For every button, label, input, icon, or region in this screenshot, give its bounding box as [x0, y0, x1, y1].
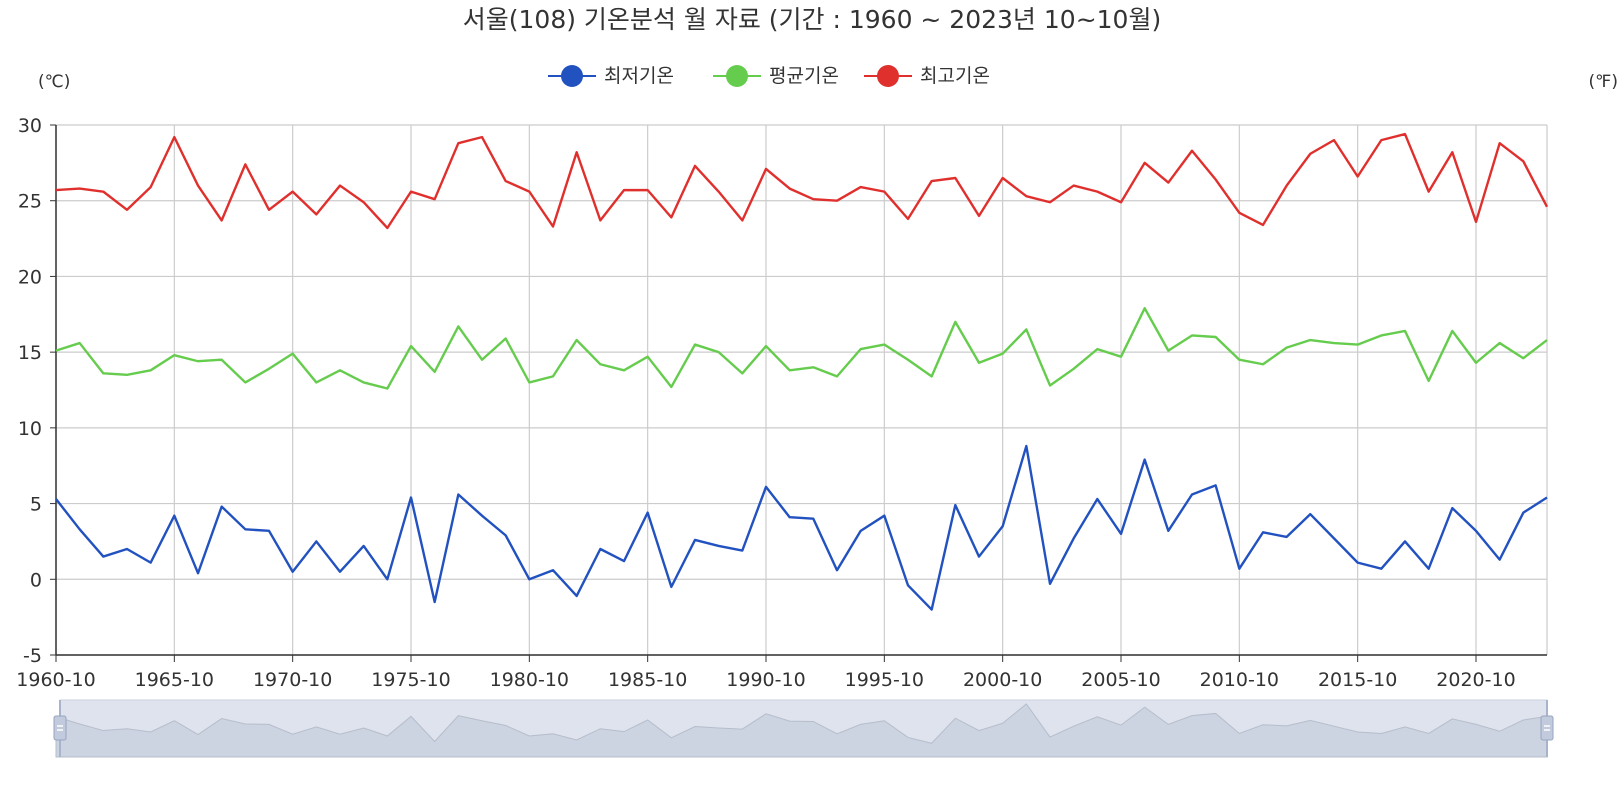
legend-label: 평균기온	[769, 65, 839, 87]
legend-item[interactable]: 최고기온	[864, 65, 990, 87]
x-tick-label: 1980-10	[490, 669, 569, 691]
chart-title: 서울(108) 기온분석 월 자료 (기간 : 1960 ~ 2023년 10~…	[463, 5, 1161, 34]
series-line	[55, 307, 1548, 390]
y-tick-label: 30	[18, 115, 42, 137]
y-tick-label: 0	[30, 569, 42, 591]
x-tick-label: 2005-10	[1081, 669, 1160, 691]
zoom-handle-right[interactable]	[1540, 715, 1554, 741]
x-tick-label: 1960-10	[16, 669, 95, 691]
x-tick-label: 1975-10	[371, 669, 450, 691]
y-tick-label: 10	[18, 418, 42, 440]
zoom-slider-preview	[55, 703, 1548, 758]
y-tick-label: 15	[18, 342, 42, 364]
legend-marker	[726, 65, 748, 87]
legend-label: 최저기온	[604, 65, 674, 87]
legend-marker	[877, 65, 899, 87]
legend-label: 최고기온	[920, 65, 990, 87]
x-tick-label: 1990-10	[726, 669, 805, 691]
x-tick-label: 1995-10	[845, 669, 924, 691]
y-tick-label: 20	[18, 266, 42, 288]
x-tick-label: 2010-10	[1200, 669, 1279, 691]
x-tick-label: 1965-10	[135, 669, 214, 691]
legend-item[interactable]: 평균기온	[713, 65, 839, 87]
x-tick-label: 1985-10	[608, 669, 687, 691]
y-tick-label: 25	[18, 191, 42, 213]
series-line	[55, 132, 1549, 230]
x-tick-label: 2020-10	[1436, 669, 1515, 691]
y-tick-label: -5	[23, 645, 42, 667]
series-line	[55, 444, 1548, 611]
y-axis-unit-left: (℃)	[38, 72, 70, 92]
zoom-handle-left[interactable]	[53, 715, 67, 741]
x-tick-label: 2000-10	[963, 669, 1042, 691]
y-tick-label: 5	[30, 494, 42, 516]
x-tick-label: 2015-10	[1318, 669, 1397, 691]
x-tick-label: 1970-10	[253, 669, 332, 691]
legend-marker	[561, 65, 583, 87]
legend-item[interactable]: 최저기온	[548, 65, 674, 87]
y-axis-unit-right: (℉)	[1589, 72, 1618, 92]
